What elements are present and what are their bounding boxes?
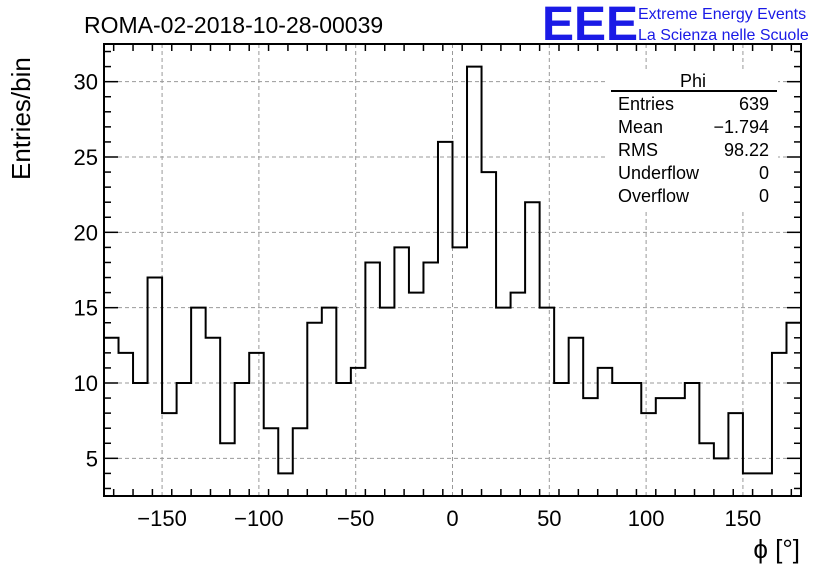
histogram-bin (554, 383, 569, 496)
stats-label: Underflow (618, 163, 700, 183)
histogram-bin (699, 443, 714, 496)
histogram-bin (511, 293, 526, 496)
x-axis-title: ϕ [°] (753, 534, 800, 564)
histogram-bin (104, 338, 119, 496)
y-axis-title: Entries/bin (6, 57, 36, 180)
histogram-bin (569, 338, 584, 496)
histogram-bin (206, 338, 221, 496)
stats-value: 0 (759, 163, 769, 183)
histogram-bin (728, 413, 743, 496)
histogram-bin (380, 308, 395, 496)
histogram-bin (423, 262, 438, 496)
x-tick-label: 50 (537, 506, 561, 531)
x-tick-label: −50 (337, 506, 374, 531)
histogram-bin (351, 368, 366, 496)
histogram-bin (583, 398, 598, 496)
y-tick-label: 30 (74, 70, 98, 95)
histogram-bin (598, 368, 613, 496)
x-tick-label: 100 (628, 506, 665, 531)
x-axis-ticks: −150 −100 −50 0 50 100 150 (112, 44, 793, 531)
histogram-bin (496, 308, 511, 496)
x-tick-label: −100 (234, 506, 284, 531)
y-tick-label: 25 (74, 145, 98, 170)
histogram-bin (685, 383, 700, 496)
stats-value: 639 (739, 94, 769, 114)
histogram-bin (612, 383, 627, 496)
histogram-bin (714, 458, 729, 496)
stats-label: RMS (618, 140, 658, 160)
histogram-bin (278, 473, 293, 496)
eee-logo: EEE Extreme Energy Events La Scienza nel… (542, 0, 809, 51)
histogram-bin (525, 202, 540, 496)
stats-label: Overflow (618, 186, 690, 206)
histogram-bin (786, 323, 801, 496)
stats-value: 0 (759, 186, 769, 206)
histogram-outline (103, 65, 802, 496)
histogram-bin (540, 308, 555, 496)
histogram-bin (148, 278, 163, 496)
histogram-bin (235, 383, 250, 496)
histogram-bin (191, 308, 206, 496)
histogram-bin (177, 383, 192, 496)
y-tick-label: 5 (86, 446, 98, 471)
histogram-bin (133, 383, 148, 496)
y-tick-label: 20 (74, 220, 98, 245)
histogram-bin (482, 172, 497, 496)
chart-title: ROMA-02-2018-10-28-00039 (84, 12, 383, 38)
stats-label: Entries (618, 94, 674, 114)
histogram-bin (264, 428, 279, 496)
plot-frame (103, 43, 802, 497)
histogram-bin (772, 353, 787, 496)
x-tick-label: 0 (446, 506, 458, 531)
stats-box: Phi Entries 639 Mean −1.794 RMS 98.22 Underflo… (608, 71, 778, 212)
histogram-bin (365, 262, 380, 496)
histogram-bin (743, 473, 758, 496)
stats-value: 98.22 (724, 140, 769, 160)
histogram-bin (409, 293, 424, 496)
y-tick-label: 10 (74, 371, 98, 396)
histogram-bin (757, 473, 772, 496)
histogram-bin (670, 398, 685, 496)
histogram-bin (467, 67, 482, 496)
histogram-bin (322, 308, 337, 496)
logo-mark: EEE (542, 0, 638, 51)
stats-label: Mean (618, 117, 663, 137)
histogram-bin (119, 353, 134, 496)
histogram-bin (249, 353, 264, 496)
x-tick-label: 150 (725, 506, 762, 531)
histogram-bin (307, 323, 322, 496)
histogram-bin (438, 142, 453, 496)
y-tick-label: 15 (74, 296, 98, 321)
histogram-bin (627, 383, 642, 496)
x-tick-label: −150 (137, 506, 187, 531)
histogram-bin (293, 428, 308, 496)
grid-lines (104, 44, 801, 496)
stats-title: Phi (680, 71, 706, 91)
y-axis-ticks: 5 10 15 20 25 30 (74, 50, 801, 490)
histogram-bin (162, 413, 177, 496)
logo-line-2: La Scienza nelle Scuole (638, 27, 809, 44)
histogram-bin (336, 383, 351, 496)
histogram-bin (656, 398, 671, 496)
stats-value: −1.794 (713, 117, 769, 137)
logo-line-1: Extreme Energy Events (638, 6, 806, 23)
histogram-bin (641, 413, 656, 496)
histogram-bin (220, 443, 235, 496)
